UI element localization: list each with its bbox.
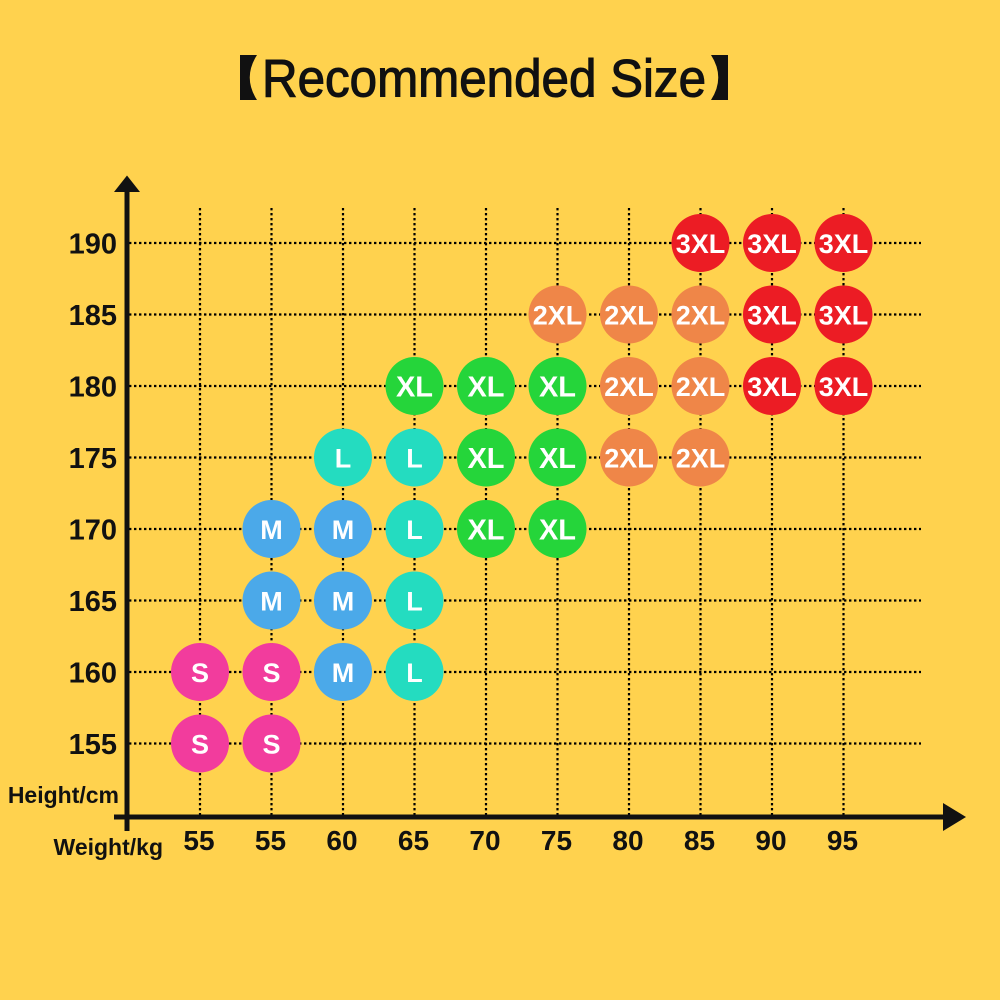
svg-text:55: 55 <box>255 825 286 856</box>
svg-text:XL: XL <box>467 443 504 475</box>
svg-text:M: M <box>332 515 355 545</box>
svg-text:L: L <box>406 515 423 545</box>
svg-text:2XL: 2XL <box>533 300 583 330</box>
svg-text:155: 155 <box>69 729 117 761</box>
svg-text:75: 75 <box>541 825 572 856</box>
svg-text:85: 85 <box>684 825 715 856</box>
svg-text:3XL: 3XL <box>747 300 797 330</box>
svg-text:S: S <box>191 658 209 688</box>
svg-text:2XL: 2XL <box>676 443 726 473</box>
svg-text:70: 70 <box>469 825 500 856</box>
svg-text:2XL: 2XL <box>604 443 654 473</box>
svg-text:185: 185 <box>69 300 117 332</box>
svg-text:2XL: 2XL <box>604 300 654 330</box>
svg-text:3XL: 3XL <box>819 229 869 259</box>
svg-text:XL: XL <box>539 372 576 404</box>
svg-text:2XL: 2XL <box>676 300 726 330</box>
svg-text:S: S <box>262 729 280 759</box>
svg-text:XL: XL <box>539 443 576 475</box>
svg-text:XL: XL <box>467 372 504 404</box>
svg-text:95: 95 <box>827 825 858 856</box>
svg-text:3XL: 3XL <box>747 229 797 259</box>
svg-text:L: L <box>335 443 352 473</box>
svg-text:3XL: 3XL <box>819 372 869 402</box>
svg-text:80: 80 <box>612 825 643 856</box>
svg-text:S: S <box>262 658 280 688</box>
svg-text:M: M <box>260 586 283 616</box>
svg-text:60: 60 <box>326 825 357 856</box>
svg-text:Height/cm: Height/cm <box>8 782 119 808</box>
svg-text:Weight/kg: Weight/kg <box>54 834 163 860</box>
svg-text:190: 190 <box>69 229 117 261</box>
svg-text:Recommended Size: Recommended Size <box>262 50 706 109</box>
svg-text:180: 180 <box>69 372 117 404</box>
svg-text:M: M <box>260 515 283 545</box>
svg-text:XL: XL <box>467 515 504 547</box>
svg-text:3XL: 3XL <box>747 372 797 402</box>
svg-text:3XL: 3XL <box>676 229 726 259</box>
svg-text:L: L <box>406 658 423 688</box>
svg-text:165: 165 <box>69 586 117 618</box>
svg-text:XL: XL <box>396 372 433 404</box>
svg-text:160: 160 <box>69 658 117 690</box>
svg-text:L: L <box>406 586 423 616</box>
svg-text:L: L <box>406 443 423 473</box>
svg-text:2XL: 2XL <box>676 372 726 402</box>
svg-text:55: 55 <box>183 825 214 856</box>
svg-text:90: 90 <box>755 825 786 856</box>
svg-text:M: M <box>332 658 355 688</box>
svg-text:2XL: 2XL <box>604 372 654 402</box>
svg-text:175: 175 <box>69 443 117 475</box>
svg-text:S: S <box>191 729 209 759</box>
svg-text:XL: XL <box>539 515 576 547</box>
svg-text:M: M <box>332 586 355 616</box>
svg-text:65: 65 <box>398 825 429 856</box>
svg-text:3XL: 3XL <box>819 300 869 330</box>
svg-text:170: 170 <box>69 515 117 547</box>
